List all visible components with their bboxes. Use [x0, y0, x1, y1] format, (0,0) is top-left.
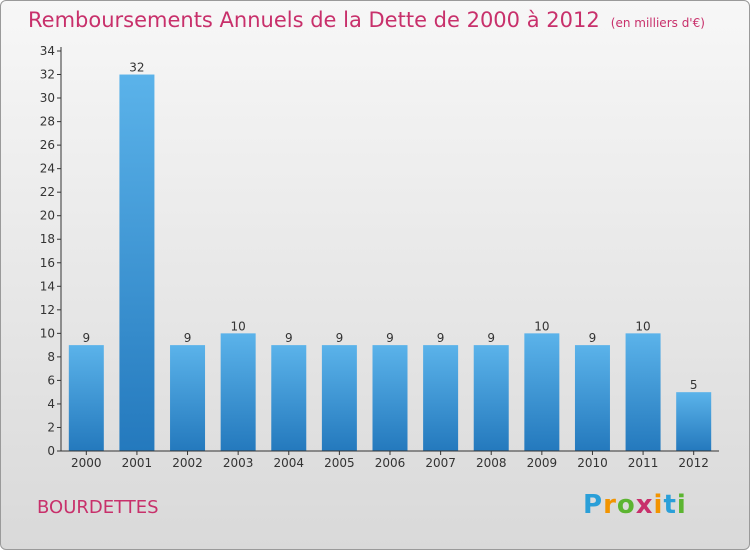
x-tick-label: 2012: [678, 456, 709, 470]
commune-name: BOURDETTES: [37, 497, 159, 518]
bar-value-label: 32: [129, 61, 144, 75]
bar: [372, 345, 408, 451]
y-tick-label: 8: [47, 350, 55, 364]
y-tick-label: 4: [47, 397, 55, 411]
bar-value-label: 5: [690, 378, 698, 392]
x-tick-label: 2006: [375, 456, 406, 470]
proxiti-logo: Proxiti: [583, 490, 687, 520]
bar: [676, 392, 712, 451]
bar: [625, 333, 661, 451]
bars-group: 9 32 9 10 9 9 9 9 9 10 9 10 5: [68, 61, 712, 451]
logo-letter: t: [663, 490, 677, 520]
y-tick-label: 32: [40, 68, 55, 82]
logo-letter: P: [583, 490, 604, 520]
logo-letter: i: [653, 490, 664, 520]
logo-letter: i: [676, 490, 687, 520]
bar-value-label: 9: [285, 331, 293, 345]
y-tick-label: 12: [40, 303, 55, 317]
logo-letter: o: [616, 490, 636, 520]
bar-value-label: 10: [534, 319, 549, 333]
y-tick-label: 34: [40, 44, 55, 58]
x-tick-label: 2011: [628, 456, 659, 470]
y-tick-label: 10: [40, 326, 55, 340]
x-tick-label: 2004: [273, 456, 304, 470]
bar: [473, 345, 509, 451]
bar-value-label: 10: [231, 319, 246, 333]
bar-value-label: 9: [336, 331, 344, 345]
bar-value-label: 9: [82, 331, 90, 345]
x-tick-label: 2000: [71, 456, 102, 470]
y-tick-label: 26: [40, 138, 55, 152]
chart-title-unit: (en milliers d'€): [610, 16, 705, 30]
bar-value-label: 9: [386, 331, 394, 345]
bar-value-label: 9: [487, 331, 495, 345]
bar-value-label: 9: [589, 331, 597, 345]
bar: [524, 333, 560, 451]
y-tick-label: 30: [40, 91, 55, 105]
x-tick-label: 2001: [122, 456, 153, 470]
x-tick-label: 2007: [425, 456, 456, 470]
chart-title: Remboursements Annuels de la Dette de 20…: [28, 8, 705, 32]
y-tick-label: 28: [40, 115, 55, 129]
bar: [574, 345, 610, 451]
y-tick-label: 16: [40, 256, 55, 270]
y-tick-label: 0: [47, 444, 55, 458]
y-tick-label: 22: [40, 185, 55, 199]
bar: [119, 74, 155, 451]
x-tick-label: 2003: [223, 456, 254, 470]
x-tick-label: 2010: [577, 456, 608, 470]
x-tick-label: 2002: [172, 456, 203, 470]
y-tick-label: 6: [47, 373, 55, 387]
bar: [220, 333, 256, 451]
bar: [170, 345, 206, 451]
logo-letter: x: [635, 490, 654, 520]
chart-title-main: Remboursements Annuels de la Dette de 20…: [28, 8, 600, 32]
x-tick-label: 2009: [527, 456, 558, 470]
y-tick-label: 24: [40, 162, 55, 176]
bar: [68, 345, 104, 451]
bar: [271, 345, 307, 451]
bar-value-label: 9: [184, 331, 192, 345]
x-tick-label: 2005: [324, 456, 355, 470]
y-tick-label: 14: [40, 279, 55, 293]
bar-value-label: 10: [635, 319, 650, 333]
bar: [321, 345, 357, 451]
x-tick-label: 2008: [476, 456, 507, 470]
bar: [423, 345, 459, 451]
bar-value-label: 9: [437, 331, 445, 345]
logo-letter: r: [603, 490, 617, 520]
y-tick-label: 18: [40, 232, 55, 246]
y-tick-label: 2: [47, 420, 55, 434]
y-tick-label: 20: [40, 209, 55, 223]
